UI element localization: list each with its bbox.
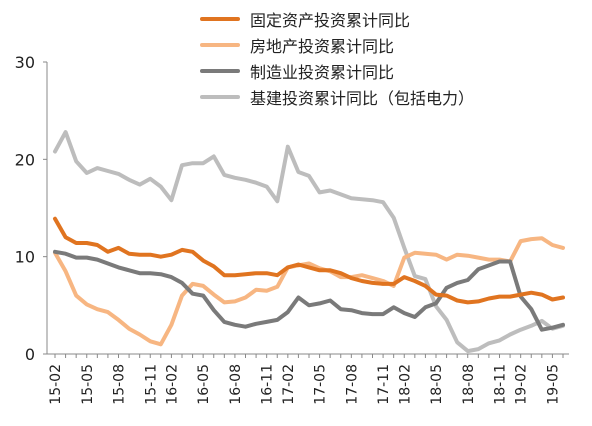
x-tick-label: 15-08 [112, 364, 128, 405]
series-line [53, 216, 565, 305]
x-tick-label: 17-11 [376, 364, 392, 405]
x-tick-label: 18-11 [493, 364, 509, 405]
x-tick-label: 17-08 [344, 364, 360, 405]
legend-swatch [200, 43, 240, 47]
x-tick-label: 16-05 [196, 364, 212, 405]
legend-label: 基建投资累计同比（包括电力） [250, 89, 475, 108]
series-line [53, 249, 565, 332]
x-tick-label: 16-08 [228, 364, 244, 405]
x-tick-label: 16-11 [260, 364, 276, 405]
x-tick-label: 18-05 [429, 364, 445, 405]
x-tick-label: 15-02 [48, 364, 64, 405]
legend-item: 固定资产投资累计同比 [200, 6, 474, 32]
legend-swatch [200, 17, 240, 21]
legend-item: 制造业投资累计同比 [200, 58, 474, 84]
legend-label: 制造业投资累计同比 [250, 63, 395, 82]
legend-label: 房地产投资累计同比 [250, 37, 395, 56]
series-line [53, 236, 565, 347]
x-tick-label: 19-05 [545, 364, 561, 405]
x-tick-label: 17-05 [313, 364, 329, 405]
x-tick-label: 18-02 [397, 364, 413, 405]
x-tick-label: 16-02 [164, 364, 180, 405]
legend-item: 房地产投资累计同比 [200, 32, 474, 58]
legend-swatch [200, 69, 240, 73]
y-tick-label: 10 [15, 248, 35, 267]
y-tick-label: 20 [15, 150, 35, 169]
x-tick-label: 18-08 [461, 364, 477, 405]
legend-item: 基建投资累计同比（包括电力） [200, 84, 474, 110]
y-tick-label: 30 [15, 53, 35, 72]
legend-label: 固定资产投资累计同比 [250, 11, 411, 30]
legend-swatch [200, 95, 240, 99]
y-tick-label: 0 [25, 345, 35, 364]
series-line [53, 130, 565, 354]
legend: 固定资产投资累计同比 房地产投资累计同比 制造业投资累计同比 基建投资累计同比（… [200, 6, 474, 110]
x-tick-label: 19-02 [514, 364, 530, 405]
x-tick-label: 15-05 [80, 364, 96, 405]
x-tick-label: 17-02 [281, 364, 297, 405]
x-tick-label: 15-11 [143, 364, 159, 405]
